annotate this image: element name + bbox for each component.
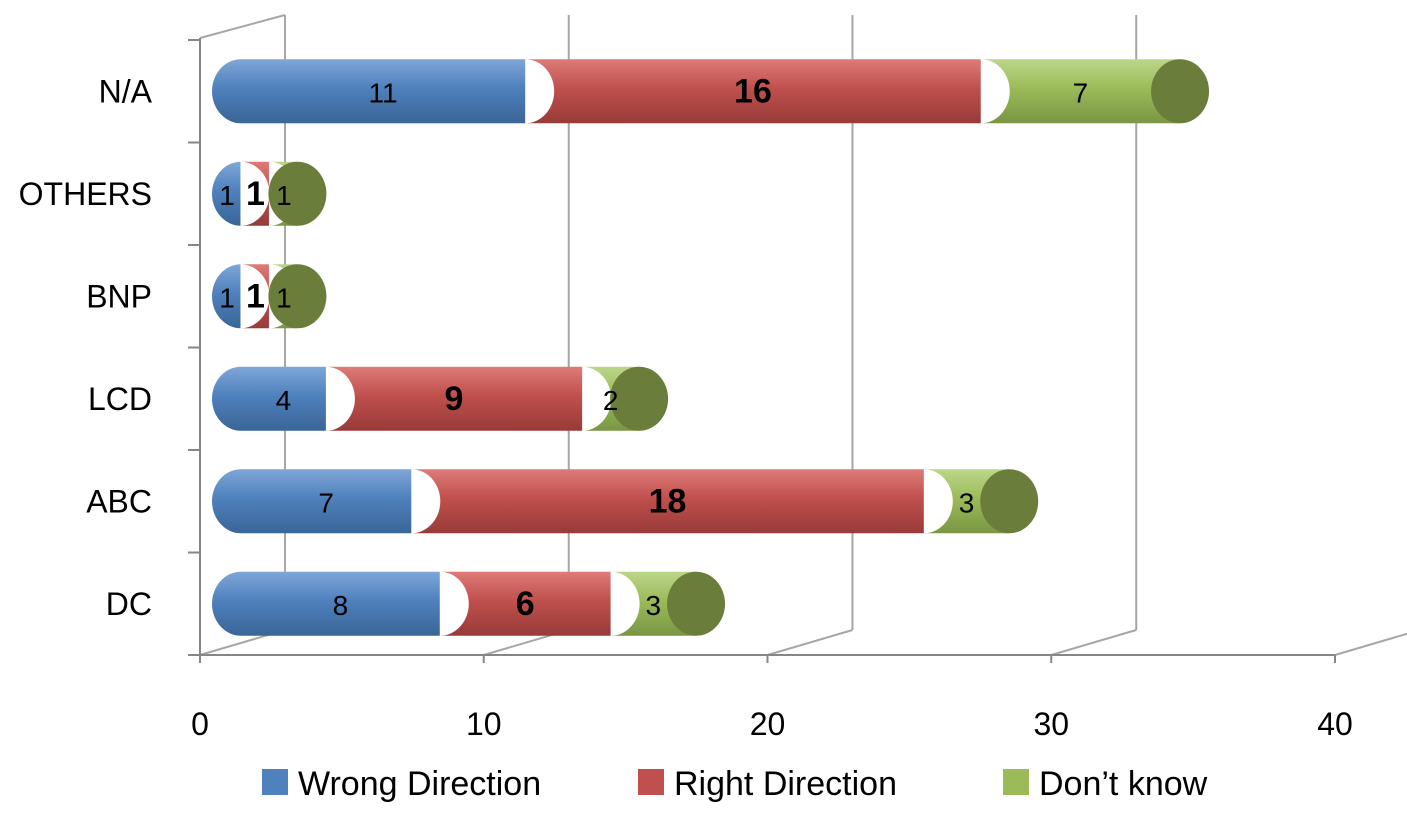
bar-segment xyxy=(240,161,270,226)
category-label: OTHERS xyxy=(19,176,152,212)
x-tick-label: 20 xyxy=(750,706,786,742)
bar-end-cap xyxy=(1151,59,1210,124)
side-wall-top-edge xyxy=(199,14,286,39)
data-label: 7 xyxy=(1073,77,1089,108)
bar-segment xyxy=(325,366,583,431)
category-label: N/A xyxy=(99,73,153,109)
x-tick-label: 0 xyxy=(191,706,209,742)
data-label: 3 xyxy=(646,590,662,621)
legend-swatch xyxy=(1003,769,1029,795)
bar-end-cap xyxy=(980,469,1039,534)
floor-depth-line xyxy=(1050,629,1137,656)
data-label: 1 xyxy=(219,180,235,211)
data-label: 9 xyxy=(445,380,464,418)
data-label: 1 xyxy=(246,277,265,315)
bar-segment xyxy=(439,571,611,636)
bar-segment xyxy=(212,161,241,226)
bar-end-cap xyxy=(268,161,327,226)
x-tick-label: 10 xyxy=(466,706,502,742)
bar-segment xyxy=(212,59,526,124)
bar-group xyxy=(212,366,669,431)
data-label: 1 xyxy=(276,180,292,211)
bar-end-cap xyxy=(268,264,327,329)
bar-segment xyxy=(212,264,241,329)
category-label: ABC xyxy=(86,483,152,519)
data-label: 16 xyxy=(734,72,772,110)
data-label: 1 xyxy=(219,282,235,313)
legend-label: Right Direction xyxy=(674,765,897,803)
legend-swatch xyxy=(638,769,664,795)
bar-segment xyxy=(411,469,924,534)
floor-depth-line xyxy=(1334,632,1407,656)
data-label: 8 xyxy=(333,590,349,621)
legend-label: Wrong Direction xyxy=(298,765,541,803)
data-label: 11 xyxy=(369,77,398,108)
axes: 0 10 20 30 40 DC ABC LCD BNP OTHERS N/A xyxy=(19,38,1353,742)
bar-segment xyxy=(980,59,1181,124)
bar-group xyxy=(212,59,1210,124)
legend-swatch xyxy=(262,769,288,795)
bars xyxy=(212,59,1210,636)
x-tick-label: 40 xyxy=(1317,706,1353,742)
bar-group xyxy=(212,161,327,226)
bar-group xyxy=(212,264,327,329)
x-tick-label: 30 xyxy=(1033,706,1069,742)
floor-depth-line xyxy=(767,629,853,656)
legend: Wrong Direction Right Direction Don’t know xyxy=(262,765,1208,803)
data-label: 4 xyxy=(276,385,292,416)
category-label: DC xyxy=(106,586,152,622)
category-label: LCD xyxy=(88,381,152,417)
data-label: 7 xyxy=(318,487,334,518)
category-label: BNP xyxy=(86,278,152,314)
bar-segment xyxy=(212,366,326,431)
data-label: 2 xyxy=(603,385,619,416)
bar-end-cap xyxy=(667,571,726,636)
bar-segment xyxy=(240,264,270,329)
bar-group xyxy=(212,571,726,636)
data-label: 18 xyxy=(649,482,687,520)
data-label: 1 xyxy=(246,175,265,213)
bar-group xyxy=(212,469,1039,534)
bar-end-cap xyxy=(610,366,669,431)
data-label: 6 xyxy=(516,585,535,623)
bar-segment xyxy=(212,571,440,636)
data-label: 3 xyxy=(959,487,975,518)
data-labels: 8 6 37 18 34 9 21 1 11 1 111 16 7 xyxy=(219,72,1088,623)
bar-segment xyxy=(212,469,412,534)
bar-segment xyxy=(525,59,981,124)
legend-label: Don’t know xyxy=(1039,765,1208,803)
data-label: 1 xyxy=(276,282,292,313)
